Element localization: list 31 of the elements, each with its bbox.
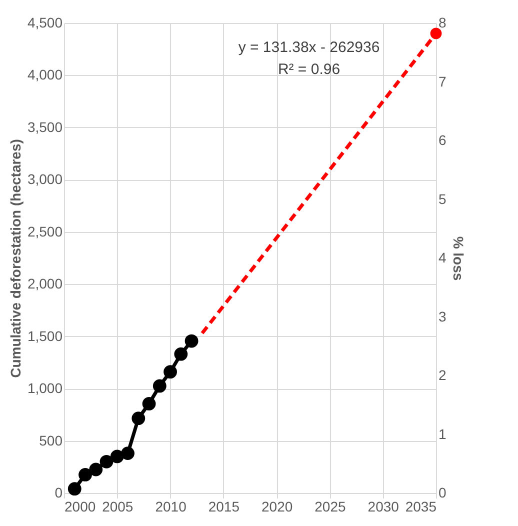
y-tick-label: 2,000 [27, 276, 63, 292]
y-tick-label: 2,500 [27, 223, 63, 240]
x-tick-label: 2005 [102, 498, 134, 514]
y2-axis-title: % loss [450, 236, 466, 281]
y2-tick-label: 4 [438, 250, 446, 266]
x-tick-label: 2015 [208, 498, 240, 514]
y2-tick-label: 3 [438, 308, 446, 324]
y2-tick-label: 8 [438, 14, 446, 30]
x-tick-label: 2010 [155, 498, 187, 514]
y-tick-label: 500 [39, 432, 63, 448]
y-tick-label: 1,500 [27, 328, 63, 344]
x-tick-label: 2025 [314, 498, 346, 514]
y2-tick-label: 7 [438, 73, 446, 90]
y-tick-label: 0 [54, 484, 63, 500]
annotation: R² = 0.96 [278, 61, 340, 78]
y-axis-title: Cumulative deforestation (hectares) [7, 139, 24, 378]
y-tick-label: 1,000 [27, 380, 63, 396]
x-tick-label: 2020 [261, 498, 293, 514]
y-tick-label: 4,500 [27, 14, 63, 30]
x-tick-label: 2035 [405, 498, 437, 514]
y2-tick-label: 1 [438, 426, 446, 442]
y2-tick-label: 2 [438, 367, 446, 383]
y-tick-label: 3,000 [27, 171, 63, 188]
y2-tick-label: 6 [438, 132, 446, 148]
x-tick-label: 2000 [64, 498, 96, 514]
annotation: y = 131.38x - 262936 [238, 39, 380, 56]
y-tick-label: 3,500 [27, 118, 63, 135]
y-tick-label: 4,000 [27, 66, 63, 83]
y2-tick-label: 0 [438, 484, 446, 500]
y2-tick-label: 5 [438, 190, 446, 207]
x-tick-label: 2030 [368, 498, 400, 514]
